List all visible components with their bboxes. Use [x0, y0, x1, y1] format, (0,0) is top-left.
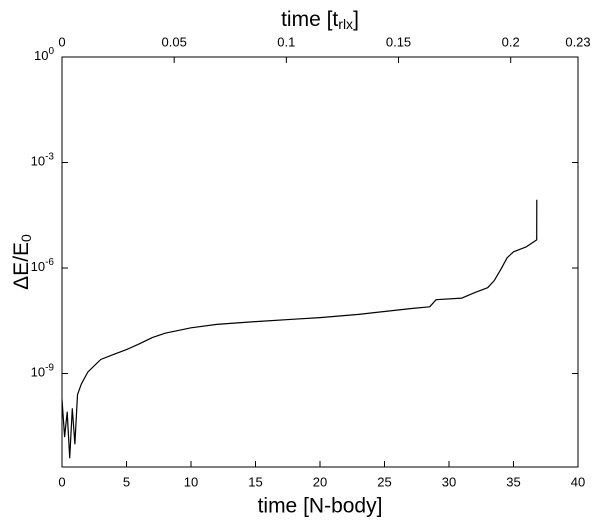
y-axis-label: ΔE/E0 — [10, 234, 34, 290]
x-axis-label: time [N-body] — [258, 495, 383, 518]
y-tick-label: 10-3 — [31, 151, 55, 169]
x-tick-label: 0 — [58, 474, 65, 489]
data-line — [61, 199, 538, 459]
x-tick-label: 25 — [377, 474, 391, 489]
y-tick-exponent: -6 — [45, 257, 54, 268]
y-tick-exponent: -9 — [45, 362, 54, 373]
x2-tick-label: 0.23 — [565, 34, 590, 49]
x-tick-label: 40 — [571, 474, 585, 489]
y-tick-exponent: -3 — [45, 151, 54, 162]
y-tick-base: 10 — [31, 259, 45, 274]
x2-tick-label: 0 — [58, 34, 65, 49]
y-tick-base: 10 — [31, 154, 45, 169]
plot-frame — [61, 56, 579, 468]
x2-tick-label: 0.1 — [277, 34, 295, 49]
x2-tick-label: 0.15 — [386, 34, 411, 49]
x2-axis-label: time [trlx] — [281, 8, 359, 32]
x-tick-label: 20 — [313, 474, 327, 489]
x-tick-label: 10 — [184, 474, 198, 489]
y-tick-base: 10 — [31, 365, 45, 380]
y-tick-exponent: 0 — [48, 46, 54, 57]
x2-tick-label: 0.05 — [162, 34, 187, 49]
y-tick-base: 10 — [34, 48, 48, 63]
x2-tick-label: 0.2 — [502, 34, 520, 49]
y-tick-label: 10-9 — [31, 362, 55, 380]
x-tick-label: 15 — [248, 474, 262, 489]
y-tick-label: 10-6 — [31, 257, 55, 275]
x-tick-label: 35 — [506, 474, 520, 489]
x-tick-label: 30 — [442, 474, 456, 489]
x-tick-label: 5 — [123, 474, 130, 489]
y-tick-label: 100 — [34, 46, 54, 64]
